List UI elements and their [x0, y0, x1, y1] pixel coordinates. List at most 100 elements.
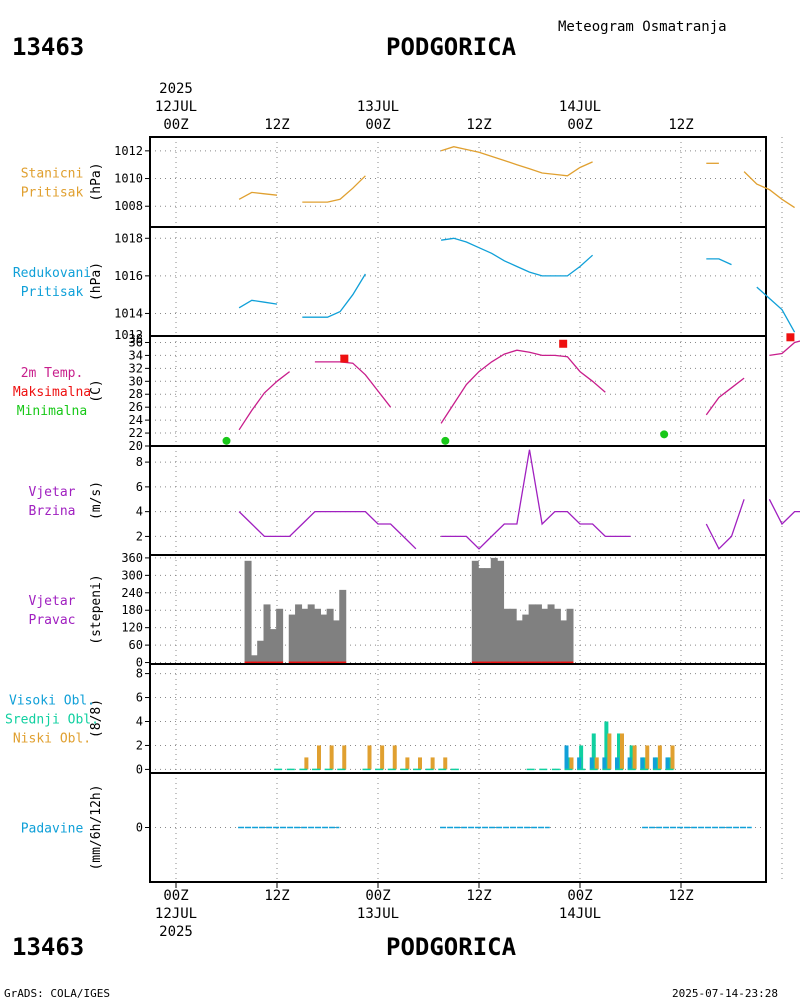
- panel-title-line: Visoki Obl.: [9, 694, 95, 709]
- direction-bar: [541, 608, 549, 663]
- direction-bar: [522, 614, 530, 663]
- y-tick-label: 2: [136, 529, 143, 543]
- time-tick-label-top: 00Z: [365, 117, 390, 133]
- time-tick-label-bottom: 12Z: [668, 888, 693, 904]
- panel-title-line: Vjetar: [29, 594, 76, 609]
- direction-bar: [497, 560, 505, 663]
- panel-title-line: 2m Temp.: [21, 366, 84, 381]
- series-line: [756, 286, 796, 333]
- y-tick-label: 0: [136, 762, 143, 776]
- year-label-top: 2025: [159, 81, 193, 97]
- y-tick-label: 8: [136, 455, 143, 469]
- time-tick-label-top: 12Z: [264, 117, 289, 133]
- low-cloud-bar: [304, 757, 309, 770]
- y-tick-label: 1012: [114, 328, 143, 342]
- panel-title-line: Vjetar: [29, 485, 76, 500]
- time-tick-label-bottom: 12Z: [264, 888, 289, 904]
- panel-wind-direction: 0 60 120 180 240 300 360 (stepeni) Vjetar Pravac: [29, 551, 783, 670]
- y-tick-label: 180: [121, 603, 143, 617]
- y-tick-label: 20: [129, 439, 143, 453]
- year-label-bottom: 2025: [159, 924, 193, 940]
- panel-frame: [149, 335, 767, 447]
- series-line: [238, 299, 278, 309]
- low-cloud-bar: [569, 757, 574, 770]
- low-cloud-bar: [594, 757, 599, 770]
- y-tick-label: 1016: [114, 269, 143, 283]
- y-axis-label: (hPa): [89, 262, 104, 301]
- series-line: [314, 361, 392, 408]
- series-line: [769, 340, 800, 357]
- product-title: Meteogram Osmatranja: [558, 19, 727, 35]
- y-tick-label: 36: [129, 335, 143, 349]
- y-tick-label: 300: [121, 568, 143, 582]
- y-tick-label: 34: [129, 348, 143, 362]
- y-tick-label: 4: [136, 505, 143, 519]
- time-tick-label-top: 00Z: [163, 117, 188, 133]
- direction-bar: [490, 557, 498, 663]
- station-id-bottom: 13463: [12, 933, 84, 961]
- y-axis-label: (8/8): [89, 699, 104, 738]
- direction-bar: [560, 620, 568, 663]
- high-cloud-bar: [615, 757, 619, 770]
- direction-bar: [528, 604, 536, 663]
- high-cloud-bar: [627, 757, 632, 770]
- panel-frame: [149, 772, 767, 883]
- panel-title-line: Pritisak: [21, 186, 84, 201]
- series-line: [441, 237, 594, 277]
- tmax-marker: [559, 339, 568, 348]
- date-label-top: 12JUL: [155, 99, 197, 115]
- high-cloud-bar: [589, 757, 594, 770]
- panel-frame: [149, 136, 767, 228]
- station-id-top: 13463: [12, 33, 84, 61]
- time-tick-label-top: 12Z: [668, 117, 693, 133]
- tmax-marker: [786, 333, 795, 342]
- time-tick-label-bottom: 00Z: [365, 888, 390, 904]
- y-axis-label: (stepeni): [89, 574, 104, 644]
- direction-bar: [301, 608, 309, 663]
- low-cloud-bar: [380, 745, 385, 770]
- direction-bar: [314, 608, 321, 663]
- time-axis-top: 00Z 12JUL 2025 12Z 00Z 13JUL 12Z 00Z 14JUL 12Z: [155, 81, 694, 133]
- mid-cloud-bar: [617, 733, 621, 770]
- direction-bar: [295, 604, 303, 663]
- panel-reduced-pressure: 1014 1016 1018 1012 (hPa)Redukovani Pritisak: [13, 226, 796, 342]
- y-tick-label: 60: [129, 638, 143, 652]
- date-label-top: 14JUL: [559, 99, 601, 115]
- high-cloud-bar: [577, 757, 582, 770]
- low-cloud-bar: [392, 745, 397, 770]
- high-cloud-bar: [640, 757, 645, 770]
- direction-bar: [534, 604, 542, 663]
- panel-precipitation: 0 (mm/6h/12h) Padavine: [21, 772, 783, 883]
- direction-bar: [320, 614, 328, 663]
- panel-title-line: Niski Obl.: [13, 732, 91, 747]
- y-tick-label: 8: [136, 667, 143, 681]
- y-tick-label: 1014: [114, 306, 143, 320]
- time-tick-label-bottom: 00Z: [163, 888, 188, 904]
- low-cloud-bar: [657, 745, 662, 770]
- series-line: [302, 175, 366, 203]
- high-cloud-bar: [665, 757, 670, 770]
- panel-title-line: Minimalna: [17, 404, 87, 419]
- mid-cloud-bar: [591, 733, 596, 770]
- low-cloud-bar: [632, 745, 637, 770]
- y-tick-label: 24: [129, 413, 143, 427]
- low-cloud-bar: [405, 757, 410, 770]
- date-label-bottom: 14JUL: [559, 906, 601, 922]
- low-cloud-bar: [430, 757, 435, 770]
- date-label-top: 13JUL: [357, 99, 399, 115]
- time-axis-bottom: 00Z 12JUL 2025 12Z 00Z 13JUL 12Z 00Z 14JUL 12Z: [155, 882, 694, 940]
- footer-credit: GrADS: COLA/IGES: [4, 987, 110, 1000]
- direction-bar: [263, 604, 271, 663]
- time-tick-label-top: 00Z: [567, 117, 592, 133]
- panel-title-line: Stanicni: [21, 167, 84, 182]
- direction-bar: [503, 608, 511, 663]
- series-line: [705, 499, 745, 550]
- direction-bar: [244, 560, 252, 663]
- panel-station-pressure: 1008 1010 1012 (hPa) Stanicni Pritisak: [21, 136, 795, 228]
- direction-bar: [269, 629, 277, 663]
- y-axis-label: (hPa): [89, 162, 104, 201]
- footer-timestamp: 2025-07-14-23:28: [672, 987, 778, 1000]
- y-tick-label: 1018: [114, 231, 143, 245]
- y-axis-label: (C): [89, 379, 104, 402]
